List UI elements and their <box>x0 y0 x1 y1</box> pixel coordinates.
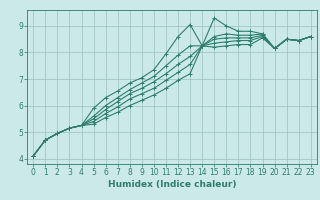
X-axis label: Humidex (Indice chaleur): Humidex (Indice chaleur) <box>108 180 236 189</box>
